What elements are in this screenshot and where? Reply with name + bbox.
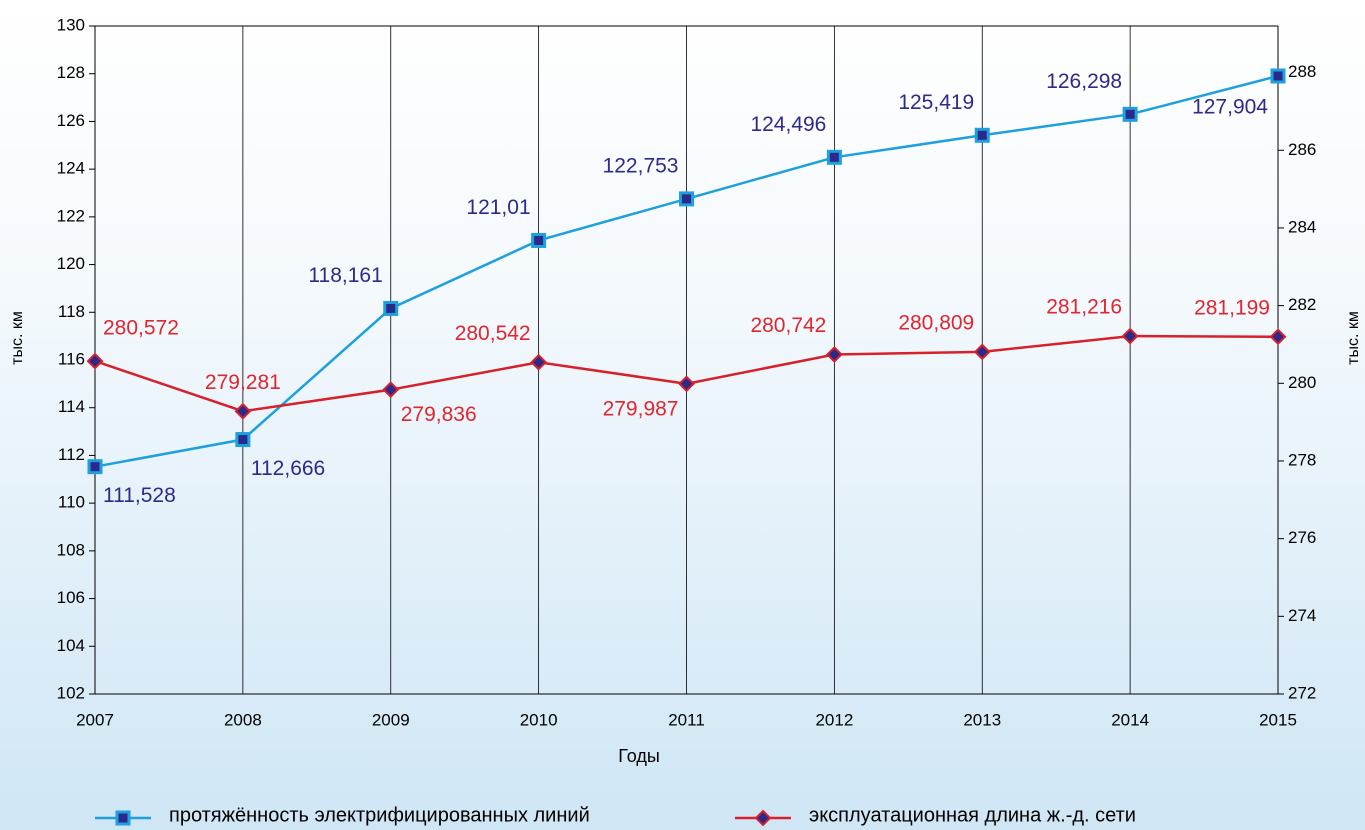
value-label: 279,281 xyxy=(205,371,281,394)
y-tick-label: 126 xyxy=(57,111,85,130)
y-tick-label: 112 xyxy=(58,445,85,464)
marker xyxy=(530,353,548,371)
legend-label: протяжённость электрифицированных линий xyxy=(169,804,590,826)
y-tick-label: 104 xyxy=(57,636,85,655)
value-label: 280,542 xyxy=(455,322,531,345)
marker xyxy=(679,191,694,207)
y-axis-title: тыс. км xyxy=(9,311,26,365)
y2-tick-label: 278 xyxy=(1288,450,1316,469)
marker xyxy=(235,432,251,448)
x-tick-label: 2009 xyxy=(372,710,410,729)
y2-tick-label: 272 xyxy=(1288,683,1316,702)
value-label: 279,836 xyxy=(401,403,477,426)
marker xyxy=(87,459,103,475)
y-tick-label: 102 xyxy=(57,683,85,702)
value-label: 122,753 xyxy=(603,154,679,177)
value-label: 125,419 xyxy=(898,91,974,114)
value-label: 112,666 xyxy=(251,457,325,480)
marker xyxy=(1122,106,1138,122)
y2-axis-title: тыс. км xyxy=(1345,311,1362,365)
marker xyxy=(826,149,842,165)
value-label: 111,528 xyxy=(103,484,176,507)
value-label: 126,298 xyxy=(1046,70,1122,93)
y-tick-label: 130 xyxy=(57,15,85,34)
y2-tick-label: 286 xyxy=(1288,140,1316,159)
marker xyxy=(382,381,400,399)
y-tick-label: 106 xyxy=(57,588,85,607)
y-tick-label: 108 xyxy=(57,540,85,559)
x-tick-label: 2012 xyxy=(815,710,853,729)
x-tick-label: 2010 xyxy=(520,710,558,729)
x-tick-label: 2014 xyxy=(1111,710,1149,729)
value-label: 280,572 xyxy=(103,317,179,340)
value-label: 280,809 xyxy=(898,311,974,334)
marker xyxy=(1270,68,1286,84)
marker xyxy=(1269,328,1287,346)
value-label: 279,987 xyxy=(603,397,679,420)
x-tick-label: 2015 xyxy=(1259,710,1297,729)
y-tick-label: 116 xyxy=(58,349,85,368)
marker xyxy=(86,352,104,370)
x-tick-label: 2011 xyxy=(668,710,705,729)
marker xyxy=(234,402,252,420)
y-tick-label: 124 xyxy=(57,159,85,178)
value-label: 121,01 xyxy=(466,196,530,219)
legend-marker xyxy=(754,809,772,827)
y2-tick-label: 284 xyxy=(1288,217,1316,236)
marker xyxy=(531,232,547,248)
marker xyxy=(974,127,990,143)
value-label: 280,742 xyxy=(750,314,826,337)
legend-label: эксплуатационная длина ж.-д. сети xyxy=(809,804,1136,826)
y2-tick-label: 276 xyxy=(1288,528,1316,547)
marker xyxy=(678,375,695,393)
value-label: 127,904 xyxy=(1192,96,1268,119)
y2-tick-label: 274 xyxy=(1288,606,1316,625)
y-tick-label: 110 xyxy=(58,493,85,512)
y2-tick-label: 282 xyxy=(1288,295,1316,314)
value-label: 124,496 xyxy=(750,113,826,136)
x-tick-label: 2008 xyxy=(224,710,262,729)
marker xyxy=(383,300,399,316)
y-tick-label: 120 xyxy=(57,254,85,273)
x-axis-title: Годы xyxy=(618,746,660,766)
marker xyxy=(973,343,991,361)
value-label: 281,216 xyxy=(1046,296,1122,319)
y2-tick-label: 280 xyxy=(1288,373,1316,392)
y2-tick-label: 288 xyxy=(1288,62,1316,81)
y-tick-label: 128 xyxy=(57,63,85,82)
x-tick-label: 2013 xyxy=(963,710,1001,729)
x-tick-label: 2007 xyxy=(76,710,114,729)
y-tick-label: 114 xyxy=(58,397,85,416)
marker xyxy=(825,346,843,363)
y-tick-label: 118 xyxy=(58,302,85,321)
marker xyxy=(1121,327,1139,345)
value-label: 281,199 xyxy=(1194,296,1270,319)
legend-marker xyxy=(115,810,131,826)
value-label: 118,161 xyxy=(308,264,382,287)
y-tick-label: 122 xyxy=(57,206,85,225)
